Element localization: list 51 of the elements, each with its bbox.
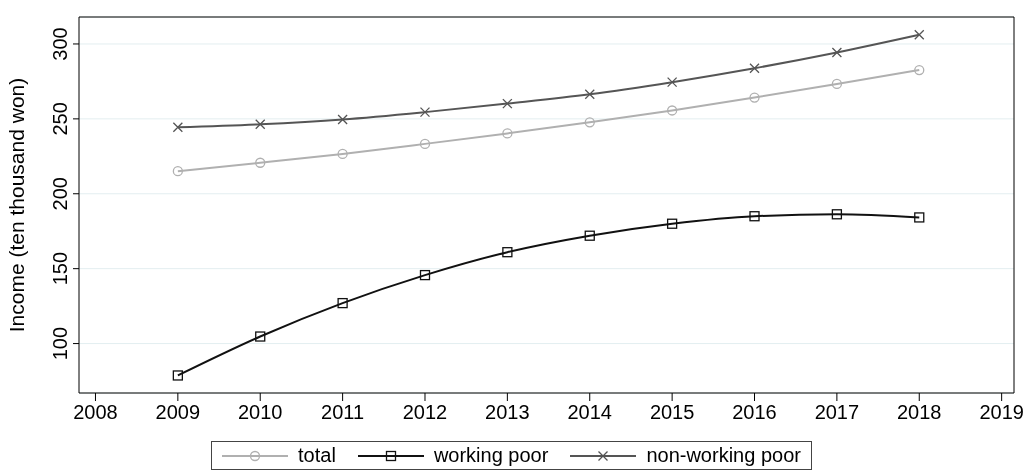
- x-tick-label: 2019: [979, 401, 1024, 424]
- point: [666, 77, 678, 88]
- point: [502, 98, 513, 109]
- x-tick-label: 2010: [237, 401, 283, 424]
- legend-label: total: [298, 444, 336, 467]
- point: [584, 117, 595, 128]
- x-tick-label: 2008: [73, 401, 118, 424]
- y-tick-label: 100: [49, 326, 71, 361]
- point: [749, 92, 760, 103]
- point: [584, 230, 595, 241]
- point: [172, 166, 184, 177]
- point: [831, 209, 843, 220]
- y-tick-label: 300: [49, 27, 71, 61]
- point: [172, 122, 183, 133]
- y-tick-label: 200: [49, 177, 71, 211]
- x-tick-label: 2018: [897, 401, 942, 424]
- point: [914, 64, 925, 76]
- point: [255, 331, 266, 342]
- point: [914, 29, 925, 40]
- x-tick-label: 2014: [567, 401, 612, 424]
- y-axis-title: Income (ten thousand won): [5, 77, 29, 333]
- point: [337, 297, 348, 309]
- point: [749, 63, 760, 74]
- point: [831, 47, 843, 58]
- point: [419, 138, 431, 150]
- x-tick-label: 2015: [649, 401, 695, 424]
- y-tick-label: 250: [49, 102, 71, 136]
- point: [666, 218, 678, 229]
- x-tick-label: 2016: [732, 401, 777, 424]
- point: [666, 105, 678, 116]
- point: [419, 106, 431, 118]
- x-tick-label: 2009: [155, 401, 201, 424]
- point: [419, 269, 431, 281]
- legend-label: working poor: [433, 444, 549, 467]
- x-tick-label: 2011: [321, 401, 365, 424]
- point: [337, 148, 348, 160]
- y-tick-label: 150: [49, 251, 71, 286]
- point: [831, 78, 843, 90]
- point: [749, 211, 760, 222]
- point: [502, 247, 513, 258]
- x-tick-label: 2017: [814, 401, 860, 424]
- point: [255, 157, 266, 168]
- point: [337, 114, 348, 125]
- point: [172, 370, 184, 381]
- point: [584, 89, 595, 100]
- point: [914, 212, 925, 223]
- legend-label: non-working poor: [646, 444, 801, 467]
- point: [255, 119, 266, 130]
- x-tick-label: 2012: [402, 401, 448, 424]
- x-tick-label: 2013: [485, 401, 530, 424]
- point: [502, 128, 513, 139]
